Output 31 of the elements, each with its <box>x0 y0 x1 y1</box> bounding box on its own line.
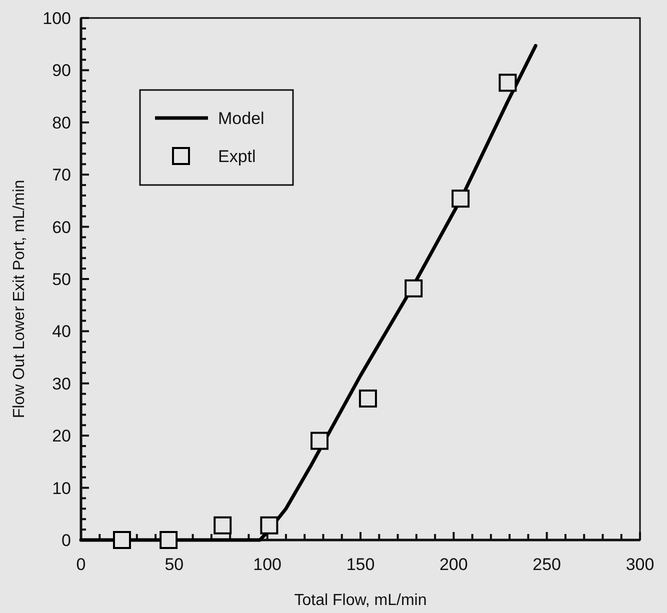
point <box>358 390 377 408</box>
y-tick-label: 100 <box>42 8 71 28</box>
point <box>160 531 178 549</box>
y-tick-label: 70 <box>52 166 71 185</box>
point <box>112 531 131 549</box>
point <box>214 516 232 534</box>
x-tick-label: 50 <box>164 555 184 574</box>
y-axis-title: Flow Out Lower Exit Port, mL/min <box>11 180 28 418</box>
y-tick-label: 80 <box>52 113 71 132</box>
legend-label: Model <box>218 108 264 128</box>
y-tick-label: 30 <box>52 374 71 394</box>
x-tick-label: 150 <box>346 555 375 574</box>
x-axis-title: Total Flow, mL/min <box>294 592 427 609</box>
y-tick-label: 50 <box>52 270 71 289</box>
y-tick-label: 20 <box>52 426 71 446</box>
x-tick-label: 250 <box>532 555 562 574</box>
x-tick-label: 0 <box>76 555 86 574</box>
y-tick-label: 60 <box>52 218 71 237</box>
point <box>498 74 517 92</box>
y-tick-label: 0 <box>62 530 71 550</box>
point <box>404 279 423 298</box>
x-tick-label: 200 <box>439 555 468 574</box>
x-tick-label: 100 <box>253 555 282 574</box>
y-tick-label: 40 <box>52 322 71 342</box>
point <box>260 516 278 534</box>
x-tick-label: 300 <box>626 555 654 574</box>
legend-label: Exptl <box>218 146 256 166</box>
point <box>452 190 470 208</box>
y-tick-label: 10 <box>52 478 71 498</box>
y-tick-label: 90 <box>52 61 71 80</box>
point <box>310 432 329 450</box>
